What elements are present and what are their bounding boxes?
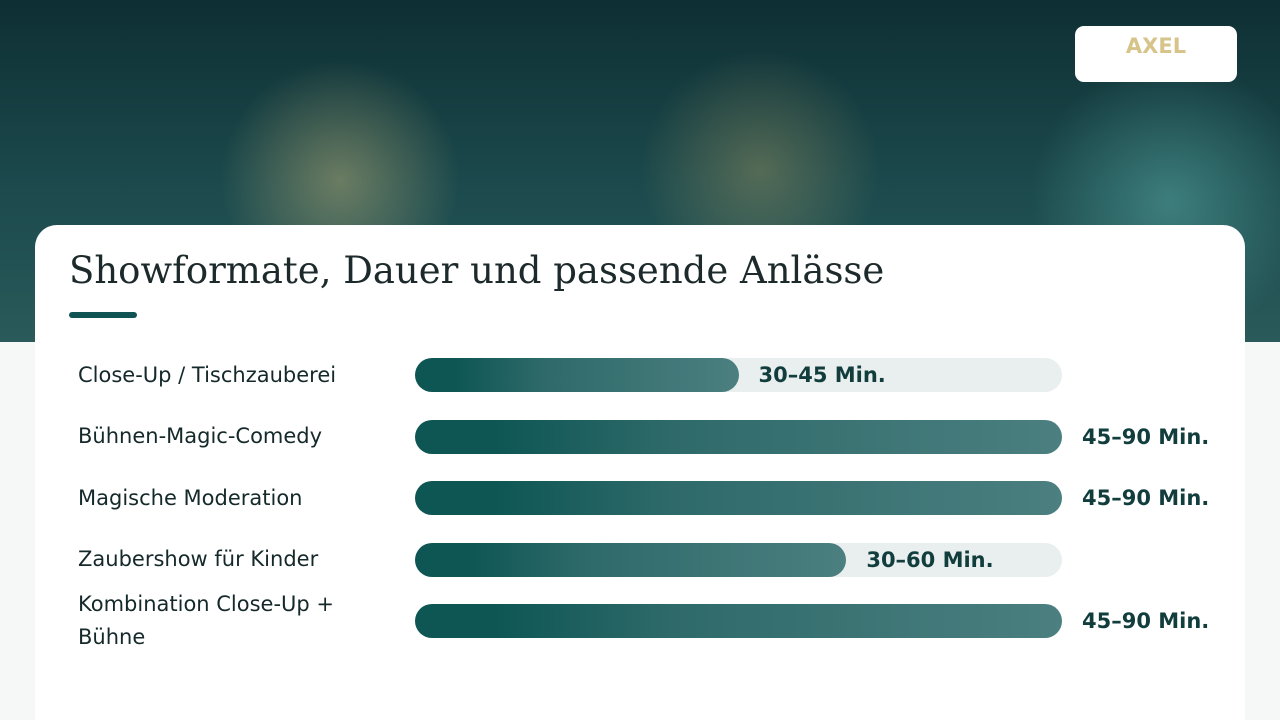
value-label: 45–90 Min. <box>1082 424 1210 449</box>
category-label: Zaubershow für Kinder <box>78 547 319 571</box>
value-label: 30–45 Min. <box>758 363 886 387</box>
bar <box>415 604 1062 638</box>
bar <box>415 542 847 577</box>
value-label: 45–90 Min. <box>1082 609 1210 633</box>
value-label: 45–90 Min. <box>1082 486 1210 510</box>
chart-title: Showformate, Dauer und passende Anlässe <box>69 249 885 292</box>
category-label: Close-Up / Tischzauberei <box>78 362 337 387</box>
category-label: Kombination Close-Up + Bühne <box>78 592 335 649</box>
bar <box>415 358 739 392</box>
brand-button[interactable]: AXEL <box>1075 26 1237 82</box>
category-label: Bühnen-Magic-Comedy <box>78 424 323 448</box>
category-label: Magische Moderation <box>78 485 303 510</box>
bar <box>415 419 1062 454</box>
title-accent <box>69 312 137 318</box>
bar <box>415 481 1062 515</box>
chart-card: Showformate, Dauer und passende Anlässe … <box>35 225 1245 720</box>
value-label: 30–60 Min. <box>866 547 994 572</box>
